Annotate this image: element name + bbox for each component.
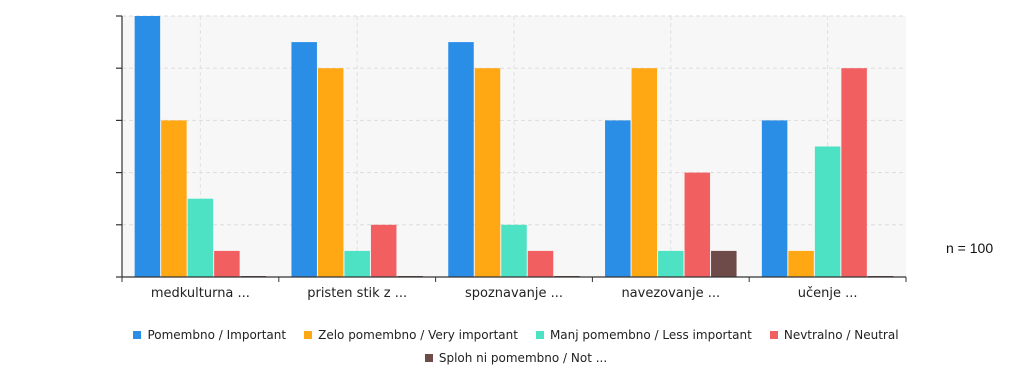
legend-label: Manj pomembno / Less important [549,328,752,342]
bar [317,68,344,277]
bar [684,172,711,277]
bar [788,250,814,277]
legend-swatch [133,331,142,339]
x-tick-label: navezovanje ... [621,286,720,301]
legend-swatch [424,354,433,362]
bar [448,42,474,277]
bar [370,224,397,277]
legend-label: Sploh ni pomembno / Not ... [438,351,608,365]
bar [344,250,370,277]
bar [527,250,554,277]
bar [658,250,684,277]
bar [814,146,841,277]
bar [501,224,527,277]
bar [605,120,631,278]
bar-chart: medkulturna ... pristen stik z ... spoznav… [116,15,907,301]
sample-size-label: n = 100 [946,240,994,256]
x-tick-label: učenje ... [798,286,858,301]
bar [474,68,501,277]
bar [631,68,658,277]
bar [841,68,867,277]
legend-row: Sploh ni pomembno / Not ... [0,351,1032,365]
x-tick-label: pristen stik z ... [307,286,407,301]
legend-swatch [535,331,544,339]
legend: Pomembno / Important Zelo pomembno / Very… [0,328,1032,374]
bar [187,198,214,277]
bar [134,16,161,277]
bar [161,120,187,278]
bar [291,42,317,277]
legend-item[interactable]: Sploh ni pomembno / Not ... [424,351,608,365]
legend-label: Zelo pomembno / Very important [318,328,518,342]
x-tick-label: medkulturna ... [151,286,250,301]
legend-item[interactable]: Nevtralno / Neutral [769,328,899,342]
legend-item[interactable]: Zelo pomembno / Very important [304,328,518,342]
legend-item[interactable]: Pomembno / Important [133,328,286,342]
bar [214,250,240,277]
legend-item[interactable]: Manj pomembno / Less important [535,328,752,342]
x-tick-label: spoznavanje ... [465,286,563,301]
legend-swatch [304,331,313,339]
legend-label: Nevtralno / Neutral [783,328,899,342]
legend-row: Pomembno / Important Zelo pomembno / Very… [0,328,1032,342]
legend-label: Pomembno / Important [147,328,287,342]
bar [711,250,737,277]
bar [761,120,788,278]
legend-swatch [769,331,778,339]
